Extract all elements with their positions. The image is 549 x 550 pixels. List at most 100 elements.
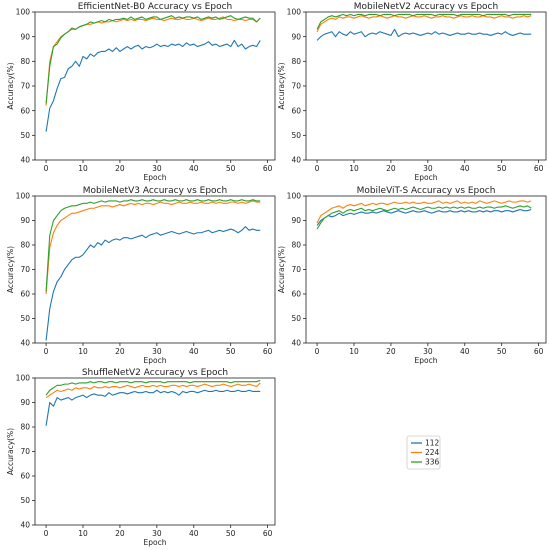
x-tick-label: 10 — [349, 347, 359, 356]
x-tick-label: 20 — [115, 347, 125, 356]
y-tick-label: 40 — [20, 156, 30, 165]
y-tick-label: 80 — [20, 423, 30, 432]
y-tick-label: 40 — [291, 156, 301, 165]
x-tick-label: 30 — [152, 347, 162, 356]
x-tick-label: 0 — [315, 347, 320, 356]
x-axis-label: Epoch — [144, 356, 167, 365]
x-tick-label: 30 — [152, 164, 162, 173]
subplot-title: MobileViT-S Accuracy vs Epoch — [357, 186, 496, 196]
y-axis-label: Accuracy(%) — [277, 62, 286, 109]
x-tick-label: 40 — [460, 164, 470, 173]
y-tick-label: 40 — [20, 521, 30, 530]
y-tick-label: 80 — [20, 57, 30, 66]
series-line-112 — [45, 39, 261, 132]
subplot-4: MobileViT-S Accuracy vs Epoch 0 10 20 30 40 50… — [277, 186, 547, 365]
y-axis-label: Accuracy(%) — [277, 246, 286, 293]
series-line-112 — [45, 226, 261, 341]
plot-frame — [305, 195, 547, 344]
plot-frame — [305, 11, 547, 161]
y-tick-label: 50 — [20, 131, 30, 140]
plot-frame — [34, 11, 276, 161]
x-tick-label: 50 — [226, 164, 236, 173]
series-line-224 — [316, 15, 532, 32]
y-tick-label: 90 — [20, 216, 30, 225]
series-line-112 — [45, 389, 261, 426]
y-axis-label: Accuracy(%) — [6, 428, 15, 475]
plot-frame — [34, 195, 276, 344]
x-tick-label: 0 — [315, 164, 320, 173]
subplot-title: ShuffleNetV2 Accuracy vs Epoch — [82, 368, 228, 378]
series-line-224 — [45, 382, 261, 399]
x-tick-label: 40 — [460, 347, 470, 356]
series-line-336 — [316, 13, 532, 30]
y-tick-label: 40 — [20, 339, 30, 348]
subplot-3: MobileNetV3 Accuracy vs Epoch 0 10 20 30 40 50… — [6, 186, 276, 365]
y-tick-label: 90 — [20, 32, 30, 41]
x-tick-label: 60 — [263, 347, 273, 356]
x-axis-label: Epoch — [415, 173, 438, 182]
x-tick-label: 40 — [189, 529, 199, 538]
subplot-5: ShuffleNetV2 Accuracy vs Epoch 0 10 20 30 40 5… — [6, 368, 276, 547]
subplot-1: EfficientNet-B0 Accuracy vs Epoch 0 10 20 30… — [6, 2, 276, 182]
y-tick-label: 100 — [16, 8, 31, 17]
x-tick-label: 60 — [534, 347, 544, 356]
x-tick-label: 20 — [115, 529, 125, 538]
x-tick-label: 40 — [189, 347, 199, 356]
y-tick-label: 40 — [291, 339, 301, 348]
series-line-112 — [316, 28, 532, 41]
subplot-2: MobileNetV2 Accuracy vs Epoch 0 10 20 30 40 50… — [277, 2, 547, 182]
y-tick-label: 70 — [291, 82, 301, 91]
x-tick-label: 30 — [152, 529, 162, 538]
x-tick-label: 0 — [44, 529, 49, 538]
y-tick-label: 50 — [291, 131, 301, 140]
x-tick-label: 50 — [497, 347, 507, 356]
x-tick-label: 30 — [423, 164, 433, 173]
y-tick-label: 50 — [20, 314, 30, 323]
x-tick-label: 20 — [386, 164, 396, 173]
y-axis-label: Accuracy(%) — [6, 62, 15, 109]
series-line-336 — [316, 205, 532, 230]
subplot-title: MobileNetV3 Accuracy vs Epoch — [83, 186, 227, 196]
y-tick-label: 70 — [20, 82, 30, 91]
x-tick-label: 10 — [78, 164, 88, 173]
y-tick-label: 100 — [16, 192, 31, 201]
x-axis-label: Epoch — [144, 173, 167, 182]
legend-label: 336 — [425, 458, 440, 467]
x-tick-label: 0 — [44, 164, 49, 173]
y-tick-label: 60 — [291, 290, 301, 299]
y-tick-label: 80 — [291, 57, 301, 66]
subplot-title: EfficientNet-B0 Accuracy vs Epoch — [78, 2, 232, 12]
y-tick-label: 50 — [291, 314, 301, 323]
x-axis-label: Epoch — [144, 538, 167, 547]
x-tick-label: 30 — [423, 347, 433, 356]
x-tick-label: 50 — [497, 164, 507, 173]
plot-frame — [34, 377, 276, 526]
y-tick-label: 100 — [16, 374, 31, 383]
series-line-224 — [45, 16, 261, 106]
series-line-112 — [316, 208, 532, 226]
x-tick-label: 10 — [78, 347, 88, 356]
y-axis-label: Accuracy(%) — [6, 246, 15, 293]
y-tick-label: 50 — [20, 496, 30, 505]
x-tick-label: 40 — [189, 164, 199, 173]
x-tick-label: 20 — [386, 347, 396, 356]
series-line-336 — [45, 379, 261, 396]
legend-label: 224 — [425, 448, 440, 457]
x-axis-label: Epoch — [415, 356, 438, 365]
subplot-title: MobileNetV2 Accuracy vs Epoch — [354, 2, 498, 12]
x-tick-label: 60 — [263, 529, 273, 538]
series-line-336 — [45, 199, 261, 292]
y-tick-label: 70 — [20, 265, 30, 274]
legend-box — [406, 435, 441, 470]
y-tick-label: 90 — [291, 216, 301, 225]
x-tick-label: 0 — [44, 347, 49, 356]
y-tick-label: 60 — [20, 472, 30, 481]
y-tick-label: 70 — [20, 447, 30, 456]
y-tick-label: 60 — [20, 290, 30, 299]
legend-label: 112 — [425, 439, 440, 448]
series-line-336 — [45, 15, 261, 104]
x-tick-label: 10 — [78, 529, 88, 538]
y-tick-label: 100 — [287, 192, 302, 201]
